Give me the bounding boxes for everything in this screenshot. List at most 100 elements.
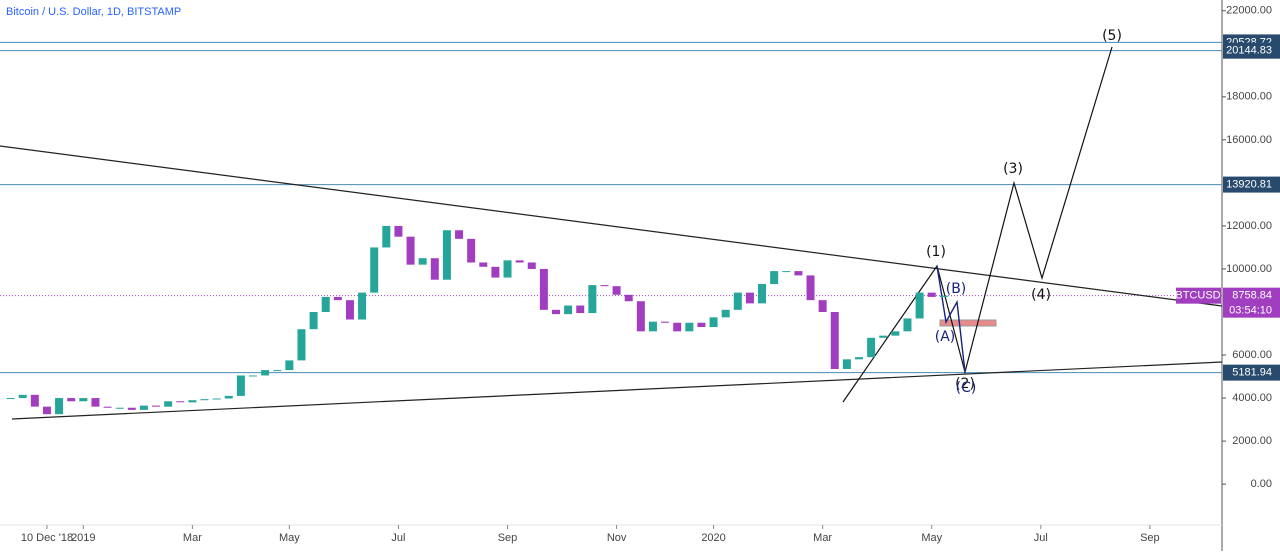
candle [430,258,439,280]
candle [673,322,682,332]
y-tick-label: 12000.00 [1226,220,1272,232]
candle [697,322,706,328]
candle [67,398,76,402]
series-name-box [1176,287,1221,304]
abc-path [936,265,966,373]
candle [503,260,512,278]
price-label: 20144.83 [1226,45,1272,57]
candle [345,300,354,320]
y-tick-label: 0.00 [1251,478,1272,490]
candle [515,260,524,263]
last-price-box [1223,287,1280,318]
candle [794,271,803,276]
x-tick-label: Mar [183,532,202,544]
candle [103,406,112,408]
candle [903,318,912,332]
x-tick-label: 2020 [701,532,725,544]
candle [200,399,209,401]
candle [127,407,136,410]
candle [721,309,730,318]
candle [188,400,197,403]
candle [321,296,330,312]
candle [818,300,827,312]
candle [164,401,173,407]
price-label-box [1223,364,1280,381]
candle [442,230,451,280]
wave-label: (2) [955,376,975,392]
candle [758,284,767,304]
x-tick-label: May [279,532,300,544]
candle [939,295,948,297]
candle [636,301,645,332]
chart-title: Bitcoin / U.S. Dollar, 1D, BITSTAMP [6,6,181,18]
wave-label: (3) [1003,161,1023,177]
candle [139,405,148,410]
price-label: 5181.94 [1232,367,1272,379]
candle [588,285,597,314]
candle [612,286,621,295]
candle [30,394,39,407]
y-tick-label: 6000.00 [1232,349,1272,361]
candle [467,238,476,263]
wave-label: (5) [1102,28,1122,44]
candle [479,262,488,267]
candle [91,398,100,407]
last-price-label: 8758.84 [1232,290,1272,302]
y-tick-label: 2000.00 [1232,435,1272,447]
candle [552,309,560,315]
candle [745,292,754,304]
y-tick-label: 16000.00 [1226,134,1272,146]
candle [648,321,657,332]
candle [624,294,633,302]
candle [42,406,51,415]
candle [55,398,64,415]
y-tick-label: 4000.00 [1232,392,1272,404]
wave-label: (4) [1031,287,1051,303]
candle [394,225,403,237]
trendline [0,145,1223,307]
wave-label: (B) [946,281,967,297]
candle [782,271,791,273]
candle [733,292,742,310]
candle [709,317,718,328]
candle [491,266,500,278]
candle [309,311,318,330]
candle [18,394,27,399]
candle [418,258,427,265]
candle [806,275,815,301]
candle [539,268,548,310]
candle [576,305,585,314]
candle [455,230,464,239]
y-tick-label: 10000.00 [1226,263,1272,275]
wave-path [842,46,1113,403]
candle [855,357,863,360]
candle [685,322,694,332]
x-tick-label: 2019 [71,532,95,544]
candle [176,401,185,403]
price-label-box [1223,176,1280,193]
wave-label: (1) [926,244,946,260]
candle [770,271,779,285]
candle [285,360,294,371]
candle [867,337,876,358]
candle [830,311,839,370]
candle [152,405,161,407]
x-tick-label: Mar [813,532,832,544]
price-label-box [1223,42,1280,59]
x-tick-label: Nov [607,532,627,544]
x-tick-label: May [921,532,942,544]
candle [115,407,124,409]
candle [358,292,367,320]
candle [382,225,391,248]
candle [273,370,282,372]
candle [236,375,245,396]
candle [915,292,924,319]
candle [891,331,900,336]
x-tick-label: Jul [391,532,405,544]
candle [564,305,573,315]
series-name: BTCUSD [1175,290,1220,302]
wave-label: (A) [935,329,956,345]
candle [297,329,306,361]
candle [370,247,379,293]
